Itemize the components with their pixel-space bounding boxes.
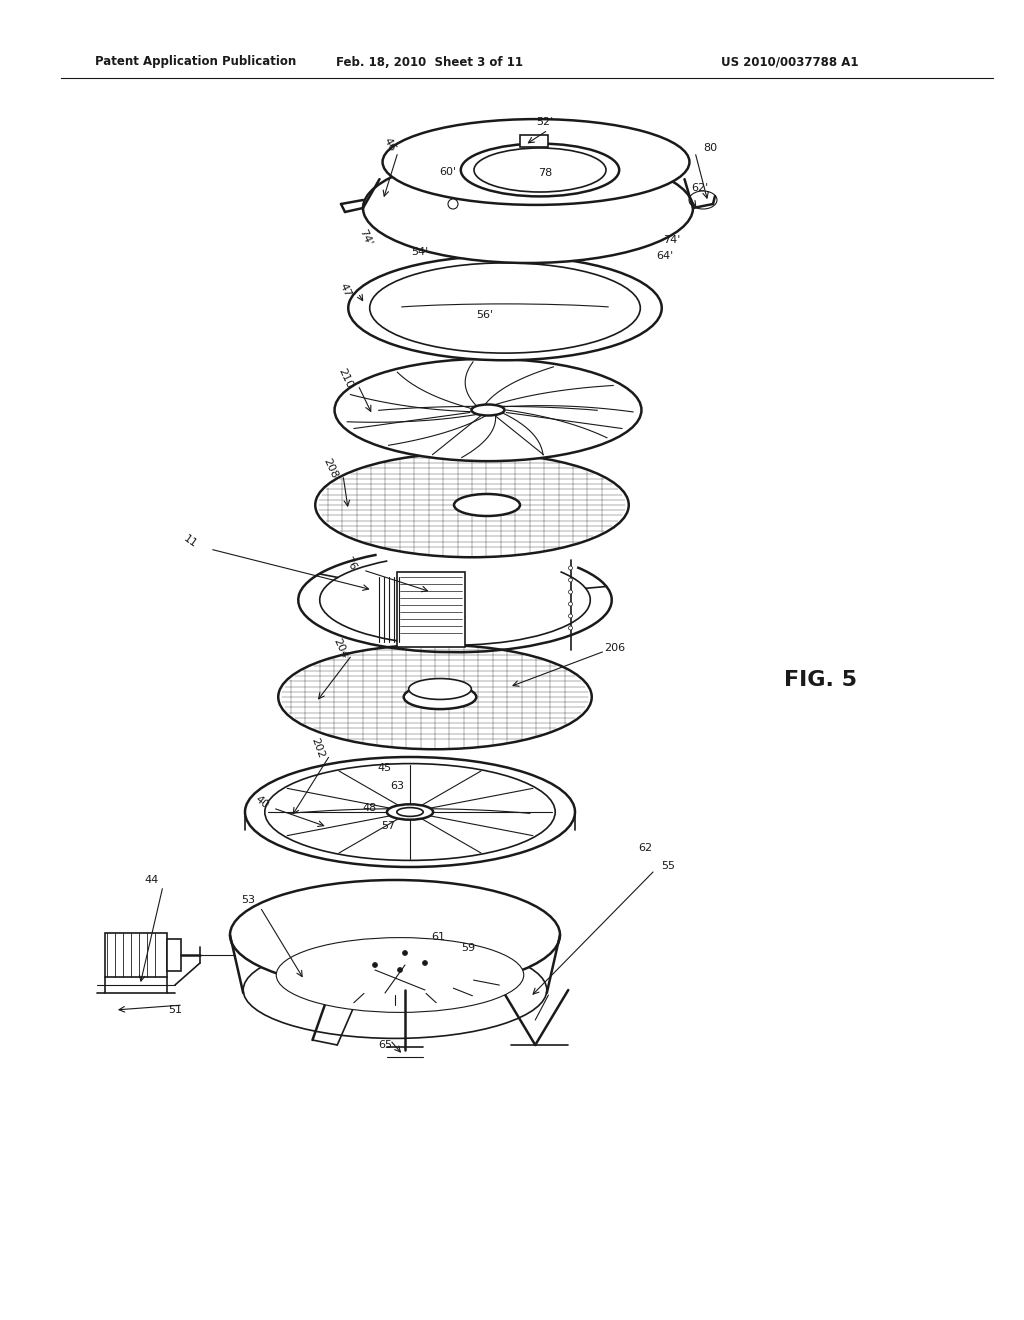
Text: Patent Application Publication: Patent Application Publication xyxy=(95,55,296,69)
Ellipse shape xyxy=(397,808,423,816)
Text: 45: 45 xyxy=(378,763,392,774)
Circle shape xyxy=(568,590,572,594)
Text: 11: 11 xyxy=(181,533,199,550)
Ellipse shape xyxy=(315,453,629,557)
Text: 202: 202 xyxy=(309,737,327,760)
Ellipse shape xyxy=(474,148,606,191)
Ellipse shape xyxy=(245,756,575,867)
Ellipse shape xyxy=(409,678,471,700)
Text: 64': 64' xyxy=(656,251,674,261)
Ellipse shape xyxy=(362,153,693,263)
Text: 46: 46 xyxy=(382,136,398,153)
Text: 204: 204 xyxy=(331,636,349,660)
Text: 59: 59 xyxy=(461,942,475,953)
Text: 210: 210 xyxy=(336,367,354,389)
Text: 52': 52' xyxy=(537,117,554,127)
Text: 44: 44 xyxy=(144,875,159,884)
Ellipse shape xyxy=(276,937,523,1012)
Circle shape xyxy=(373,962,378,968)
Text: 47: 47 xyxy=(338,281,352,298)
Text: 74': 74' xyxy=(356,228,373,248)
Bar xyxy=(397,572,465,647)
Text: 65: 65 xyxy=(378,1040,392,1049)
Ellipse shape xyxy=(335,359,641,461)
Text: 63: 63 xyxy=(390,781,404,791)
Text: 48: 48 xyxy=(362,803,377,813)
Text: 62: 62 xyxy=(638,843,652,853)
Ellipse shape xyxy=(370,263,640,354)
Bar xyxy=(167,939,181,972)
Circle shape xyxy=(568,626,572,630)
Circle shape xyxy=(568,566,572,570)
Text: 56': 56' xyxy=(476,310,494,319)
Circle shape xyxy=(568,614,572,618)
Text: 206: 206 xyxy=(604,643,626,653)
Text: 57: 57 xyxy=(381,821,395,832)
Ellipse shape xyxy=(348,256,662,360)
Circle shape xyxy=(568,578,572,582)
Ellipse shape xyxy=(244,941,547,1039)
Ellipse shape xyxy=(279,644,592,750)
Ellipse shape xyxy=(461,144,620,197)
Text: 55: 55 xyxy=(662,861,675,871)
Text: 62': 62' xyxy=(691,183,709,193)
Ellipse shape xyxy=(230,880,560,990)
Bar xyxy=(105,933,167,977)
Text: 51: 51 xyxy=(168,1005,182,1015)
Circle shape xyxy=(402,950,408,956)
Text: 208: 208 xyxy=(321,457,339,479)
Ellipse shape xyxy=(383,119,689,205)
Text: FIG. 5: FIG. 5 xyxy=(783,671,856,690)
Ellipse shape xyxy=(387,804,433,820)
Ellipse shape xyxy=(471,404,505,416)
Text: 60': 60' xyxy=(439,168,457,177)
Ellipse shape xyxy=(454,494,520,516)
Circle shape xyxy=(449,199,458,209)
Circle shape xyxy=(568,602,572,606)
Text: US 2010/0037788 A1: US 2010/0037788 A1 xyxy=(721,55,859,69)
Circle shape xyxy=(397,968,402,973)
Text: 40: 40 xyxy=(253,793,270,810)
Ellipse shape xyxy=(403,685,476,709)
Text: 54': 54' xyxy=(412,247,429,257)
Circle shape xyxy=(423,961,427,965)
Text: 78: 78 xyxy=(538,168,552,178)
Text: 53: 53 xyxy=(241,895,255,906)
Text: Feb. 18, 2010  Sheet 3 of 11: Feb. 18, 2010 Sheet 3 of 11 xyxy=(337,55,523,69)
Ellipse shape xyxy=(265,763,555,861)
Text: 80: 80 xyxy=(702,143,717,153)
Text: 74': 74' xyxy=(664,235,681,246)
Text: 76: 76 xyxy=(342,556,357,573)
Text: 61: 61 xyxy=(431,932,445,942)
Bar xyxy=(520,135,548,147)
